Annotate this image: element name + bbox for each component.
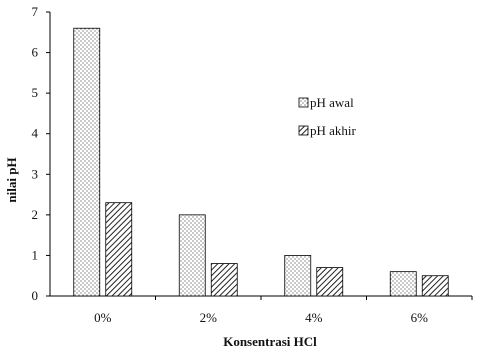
legend-label-pH-awal: pH awal [310, 95, 354, 110]
plot-area: 0 1 2 3 4 5 6 7 0% 2% 4% 6% [32, 4, 473, 325]
legend-label-pH-akhir: pH akhir [310, 123, 357, 138]
y-tick-label: 3 [32, 166, 39, 181]
y-tick-label: 5 [32, 85, 39, 100]
y-tick-label: 6 [32, 45, 39, 60]
y-tick-label: 1 [32, 247, 39, 262]
legend-swatch-pH-akhir [298, 125, 309, 136]
bar-pH-awal-4pct [284, 255, 312, 297]
y-tick-label: 0 [32, 288, 39, 303]
legend: pH awal pH akhir [298, 95, 357, 138]
bar-pH-awal-2pct [178, 214, 206, 297]
x-tick-label: 4% [305, 310, 323, 325]
x-tick-label: 2% [200, 310, 218, 325]
bar-pH-akhir-2pct [210, 263, 238, 297]
bar-pH-akhir-0pct [105, 202, 133, 297]
bar-pH-akhir-4pct [316, 267, 344, 297]
x-tick-label: 0% [94, 310, 112, 325]
y-axis-label: nilai pH [4, 157, 19, 202]
x-axis-label: Konsentrasi HCl [223, 334, 317, 349]
bar-pH-akhir-6pct [421, 275, 449, 297]
y-tick-label: 4 [32, 126, 39, 141]
y-tick-label: 2 [32, 207, 39, 222]
bar-pH-awal-6pct [389, 271, 417, 297]
bar-pH-awal-0pct [73, 27, 101, 297]
legend-swatch-pH-awal [298, 97, 309, 108]
x-tick-label: 6% [411, 310, 429, 325]
y-tick-label: 7 [32, 4, 39, 19]
